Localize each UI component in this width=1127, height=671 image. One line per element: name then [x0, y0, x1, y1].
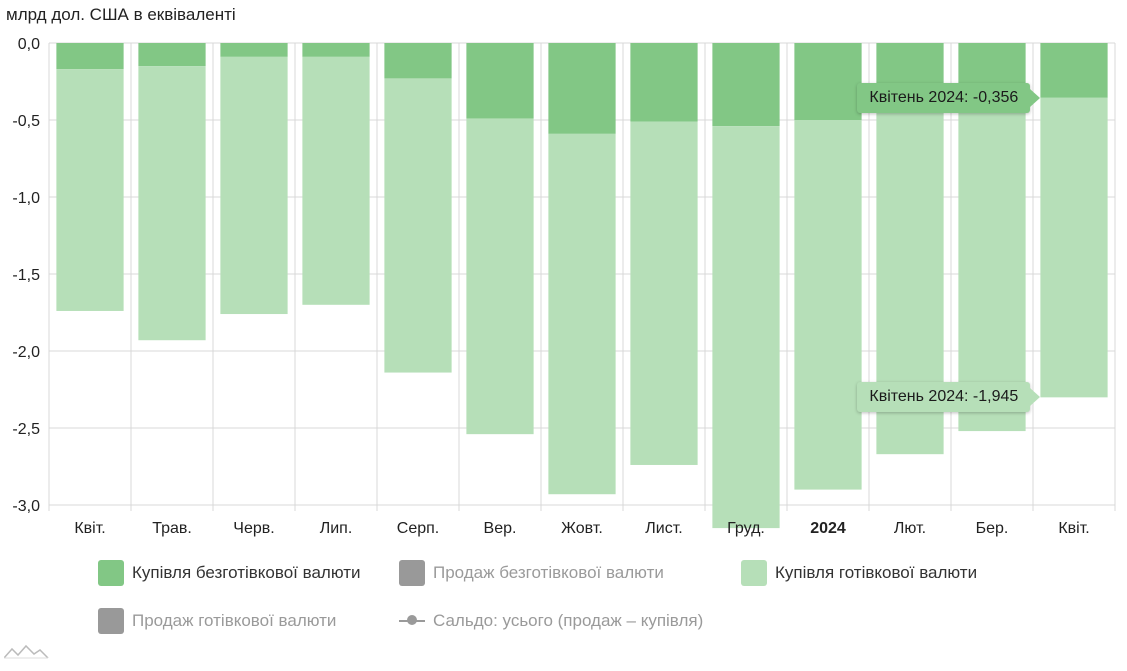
bar-cashless-purchase	[712, 43, 780, 127]
legend-swatch-icon	[741, 560, 767, 586]
y-axis-title: млрд дол. США в еквіваленті	[6, 5, 236, 24]
x-tick-label: Трав.	[152, 520, 192, 537]
legend-swatch-icon	[399, 560, 425, 586]
bar-cash-purchase	[384, 78, 452, 373]
y-tick-label: -1,5	[12, 267, 40, 284]
bar-cashless-purchase	[56, 43, 124, 70]
y-tick-label: -3,0	[12, 498, 40, 515]
legend-item-cash-purchase[interactable]: Купівля готівкової валюти	[741, 560, 977, 586]
legend-swatch-icon	[98, 608, 124, 634]
bar-cashless-purchase	[302, 43, 370, 57]
x-tick-label: 2024	[810, 520, 846, 537]
bar-cash-purchase	[630, 121, 698, 465]
bar-cash-purchase	[548, 133, 616, 495]
x-tick-label: Квіт.	[1058, 520, 1089, 537]
bar-cashless-purchase	[794, 43, 862, 120]
legend-label: Продаж готівкової валюти	[132, 611, 337, 630]
legend-label: Сальдо: усього (продаж – купівля)	[433, 611, 704, 630]
x-tick-label: Квіт.	[74, 520, 105, 537]
bar-cashless-purchase	[220, 43, 288, 57]
y-tick-label: -0,5	[12, 113, 40, 130]
legend-label: Продаж безготівкової валюти	[433, 563, 664, 582]
legend-label: Купівля безготівкової валюти	[132, 563, 361, 582]
y-tick-label: -2,5	[12, 421, 40, 438]
bar-cash-purchase	[712, 126, 780, 529]
legend-swatch-icon	[98, 560, 124, 586]
x-tick-label: Вер.	[484, 520, 517, 537]
y-tick-label: 0,0	[18, 36, 40, 53]
bar-cash-purchase	[138, 66, 206, 341]
bar-cash-purchase	[958, 101, 1026, 432]
x-tick-label: Жовт.	[561, 520, 603, 537]
x-tick-label: Лют.	[894, 520, 926, 537]
bar-cash-purchase	[794, 120, 862, 490]
bar-cash-purchase	[466, 118, 534, 435]
bar-cashless-purchase	[630, 43, 698, 122]
y-tick-label: -2,0	[12, 344, 40, 361]
legend-item-cashless-sale[interactable]: Продаж безготівкової валюти	[399, 560, 664, 586]
legend-line-marker-icon	[399, 608, 425, 634]
legend-label: Купівля готівкової валюти	[775, 563, 978, 582]
x-tick-label: Лип.	[320, 520, 353, 537]
legend-item-cashless-purchase[interactable]: Купівля безготівкової валюти	[98, 560, 361, 586]
bar-cash-purchase	[1040, 97, 1108, 398]
chart-legend: Купівля безготівкової валюти Продаж безг…	[0, 548, 1127, 648]
x-tick-label: Груд.	[727, 520, 765, 537]
x-tick-label: Лист.	[645, 520, 682, 537]
tooltip-cashless-purchase: Квітень 2024: -0,356	[857, 82, 1041, 113]
bar-cashless-purchase	[384, 43, 452, 79]
y-tick-label: -1,0	[12, 190, 40, 207]
x-tick-label: Бер.	[976, 520, 1009, 537]
bar-cashless-purchase	[138, 43, 206, 67]
bar-cashless-purchase	[548, 43, 616, 134]
legend-item-cash-sale[interactable]: Продаж готівкової валюти	[98, 608, 336, 634]
bar-cashless-purchase	[1040, 43, 1108, 98]
bar-cash-purchase	[220, 56, 288, 315]
tooltip-cash-purchase: Квітень 2024: -1,945	[857, 382, 1041, 413]
x-tick-label: Серп.	[397, 520, 439, 537]
bar-chart: 0,0 -0,5 -1,0 -1,5 -2,0 -2,5 -3,0 Квіт. Трав. Чер…	[12, 36, 1116, 537]
bar-cash-purchase	[302, 56, 370, 305]
bar-cashless-purchase	[466, 43, 534, 119]
mountain-logo-icon	[4, 644, 49, 659]
bar-cash-purchase	[56, 69, 124, 311]
x-tick-label: Черв.	[233, 520, 274, 537]
legend-item-balance-total[interactable]: Сальдо: усього (продаж – купівля)	[399, 608, 703, 634]
